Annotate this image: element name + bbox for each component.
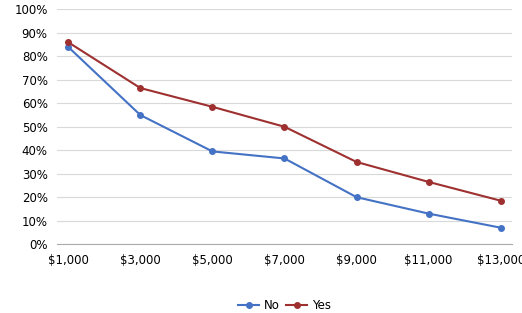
Yes — [497, 199, 504, 203]
Yes — [209, 105, 216, 109]
Yes — [425, 180, 432, 184]
Legend: No, Yes: No, Yes — [233, 295, 336, 313]
Line: Yes: Yes — [65, 39, 504, 203]
No — [137, 113, 144, 117]
Yes — [353, 160, 360, 164]
No — [353, 195, 360, 199]
No — [209, 150, 216, 153]
No — [497, 226, 504, 230]
No — [425, 212, 432, 215]
No — [65, 45, 72, 49]
Line: No: No — [65, 44, 504, 230]
Yes — [137, 86, 144, 90]
Yes — [281, 125, 288, 129]
No — [281, 156, 288, 160]
Yes — [65, 40, 72, 44]
